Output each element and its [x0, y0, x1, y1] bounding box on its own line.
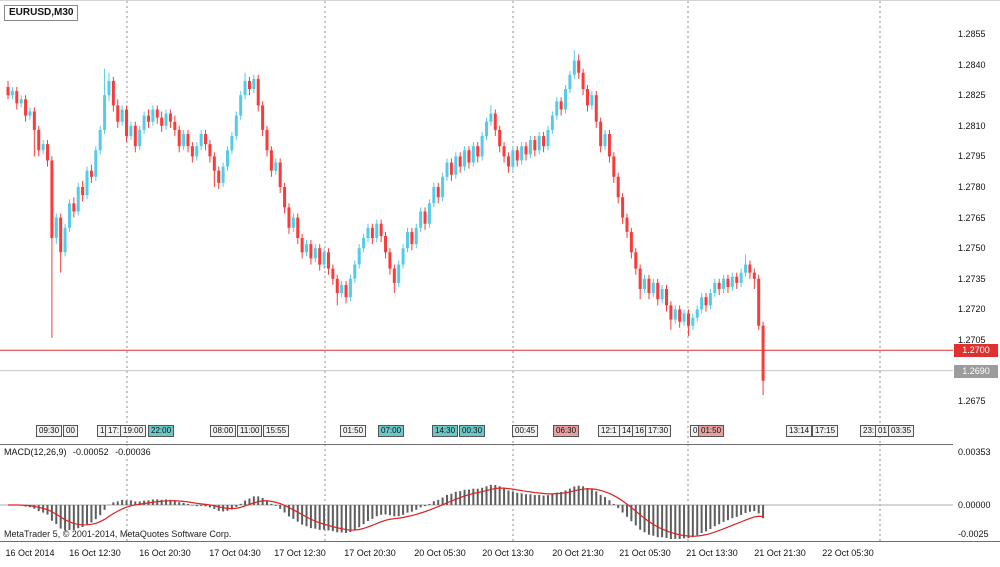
copyright-text: MetaTrader 5, © 2001-2014, MetaQuotes So…	[4, 529, 232, 539]
event-time-badge[interactable]: 22:00	[148, 425, 175, 437]
event-time-badge[interactable]: 17:30	[645, 425, 672, 437]
indicator-label: MACD(12,26,9) -0.00052 -0.00036	[4, 447, 155, 457]
event-time-badge[interactable]: 14:30	[432, 425, 459, 437]
price-axis-label: 1.2795	[958, 151, 986, 162]
macd-axis-label: 0.00000	[958, 500, 991, 510]
price-axis-label: 1.2705	[958, 335, 986, 345]
bid-price-badge: 1.2700	[954, 344, 998, 358]
macd-pane[interactable]	[0, 444, 953, 541]
price-axis-label: 1.2765	[958, 212, 986, 223]
price-axis-label: 1.2735	[958, 273, 986, 284]
event-badges-row: 09:30 00 1 17: 19:00 22:00 08:00 11:00 15:55 01:5…	[0, 425, 953, 439]
indicator-signal-value: -0.00036	[115, 447, 151, 457]
time-axis-label: 21 Oct 05:30	[619, 548, 671, 558]
event-time-badge[interactable]: 00:45	[512, 425, 539, 437]
time-axis-label: 20 Oct 13:30	[482, 548, 534, 558]
indicator-macd-value: -0.00052	[73, 447, 109, 457]
price-axis-label: 1.2840	[958, 59, 986, 70]
event-time-badge[interactable]: 16	[632, 425, 647, 437]
time-axis-label: 21 Oct 13:30	[686, 548, 738, 558]
price-chart[interactable]	[0, 1, 953, 444]
time-axis-label: 21 Oct 21:30	[754, 548, 806, 558]
time-axis-label: 16 Oct 2014	[5, 548, 55, 558]
event-time-badge[interactable]: 12:1	[598, 425, 620, 437]
price-axis-label: 1.2675	[958, 396, 986, 407]
event-time-badge[interactable]: 01:50	[340, 425, 367, 437]
event-time-badge[interactable]: 15:55	[263, 425, 290, 437]
symbol-timeframe-label: EURUSD,M30	[4, 5, 79, 21]
time-axis-label: 20 Oct 21:30	[552, 548, 604, 558]
price-axis-label: 1.2810	[958, 120, 986, 131]
pane-separator-macd[interactable]	[0, 541, 1000, 542]
event-time-badge[interactable]: 19:00	[120, 425, 147, 437]
time-axis-label: 17 Oct 12:30	[274, 548, 326, 558]
price-axis-label: 1.2825	[958, 90, 986, 101]
event-time-badge[interactable]: 11:00	[237, 425, 263, 437]
time-axis[interactable]: 16 Oct 2014 16 Oct 12:30 16 Oct 20:30 17 Oc…	[0, 542, 1000, 567]
pane-separator-main[interactable]	[0, 444, 1000, 445]
macd-axis-label: 0.00353	[958, 447, 991, 457]
event-time-badge[interactable]: 01:50	[698, 425, 725, 437]
indicator-name: MACD(12,26,9)	[4, 447, 67, 457]
event-time-badge[interactable]: 07:00	[378, 425, 405, 437]
event-time-badge[interactable]: 00:30	[459, 425, 486, 437]
event-time-badge[interactable]: 00	[63, 425, 78, 437]
time-axis-label: 17 Oct 20:30	[344, 548, 396, 558]
event-time-badge[interactable]: 09:30	[36, 425, 63, 437]
macd-axis-label: -0.0025	[958, 529, 989, 539]
event-time-badge[interactable]: 03:35	[888, 425, 915, 437]
time-axis-label: 20 Oct 05:30	[414, 548, 466, 558]
event-time-badge[interactable]: 08:00	[210, 425, 237, 437]
time-axis-label: 16 Oct 12:30	[69, 548, 121, 558]
ask-price-badge: 1.2690	[954, 364, 998, 378]
price-axis[interactable]: 1.2700 1.2690 1.2855 1.2840 1.2825 1.2810 1.…	[953, 1, 1000, 541]
event-time-badge[interactable]: 13:14	[786, 425, 813, 437]
time-axis-label: 22 Oct 05:30	[822, 548, 874, 558]
event-time-badge[interactable]: 17:15	[812, 425, 839, 437]
time-axis-label: 16 Oct 20:30	[139, 548, 191, 558]
price-axis-label: 1.2720	[958, 304, 986, 315]
time-axis-label: 17 Oct 04:30	[209, 548, 261, 558]
event-time-badge[interactable]: 06:30	[553, 425, 580, 437]
price-axis-label: 1.2750	[958, 243, 986, 254]
price-axis-label: 1.2780	[958, 182, 986, 192]
price-axis-label: 1.2855	[958, 29, 986, 39]
